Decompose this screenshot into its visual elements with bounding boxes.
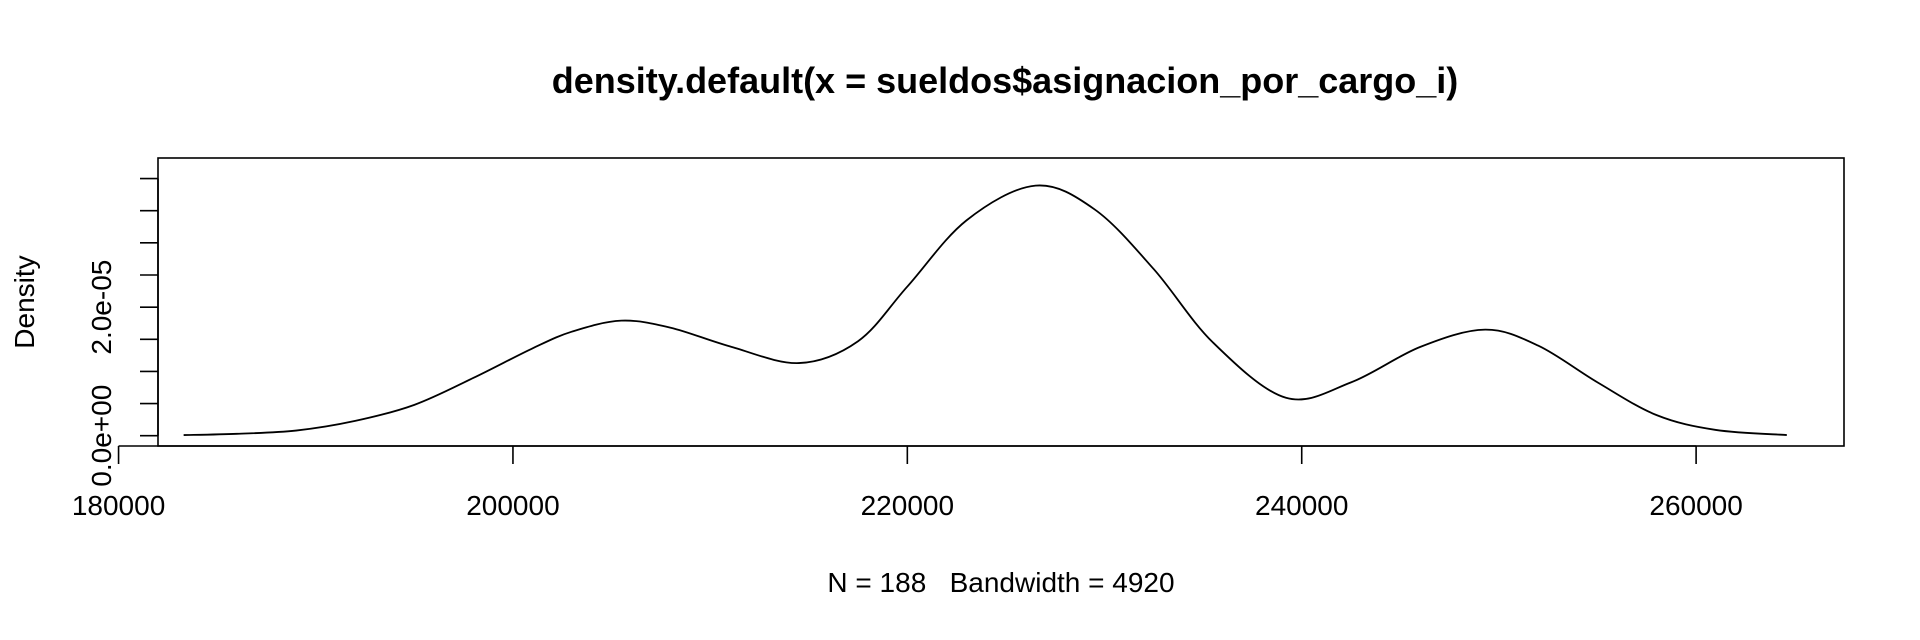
plot-frame <box>157 157 1845 447</box>
x-axis-label: N = 188 Bandwidth = 4920 <box>827 567 1174 598</box>
x-tick-label: 180000 <box>72 490 165 521</box>
x-tick-label: 220000 <box>861 490 954 521</box>
x-tick-label: 240000 <box>1255 490 1348 521</box>
x-tick-label: 200000 <box>466 490 559 521</box>
chart-title: density.default(x = sueldos$asignacion_p… <box>552 60 1459 101</box>
y-tick-label: 2.0e-05 <box>86 260 117 355</box>
x-tick-label: 260000 <box>1649 490 1742 521</box>
density-curve <box>183 184 1787 436</box>
y-axis-label: Density <box>9 255 40 348</box>
y-axis: 0.0e+00 2.0e-05 <box>86 177 159 487</box>
y-tick-label: 0.0e+00 <box>86 385 117 487</box>
x-axis: 180000 200000 220000 240000 260000 <box>72 445 1743 521</box>
